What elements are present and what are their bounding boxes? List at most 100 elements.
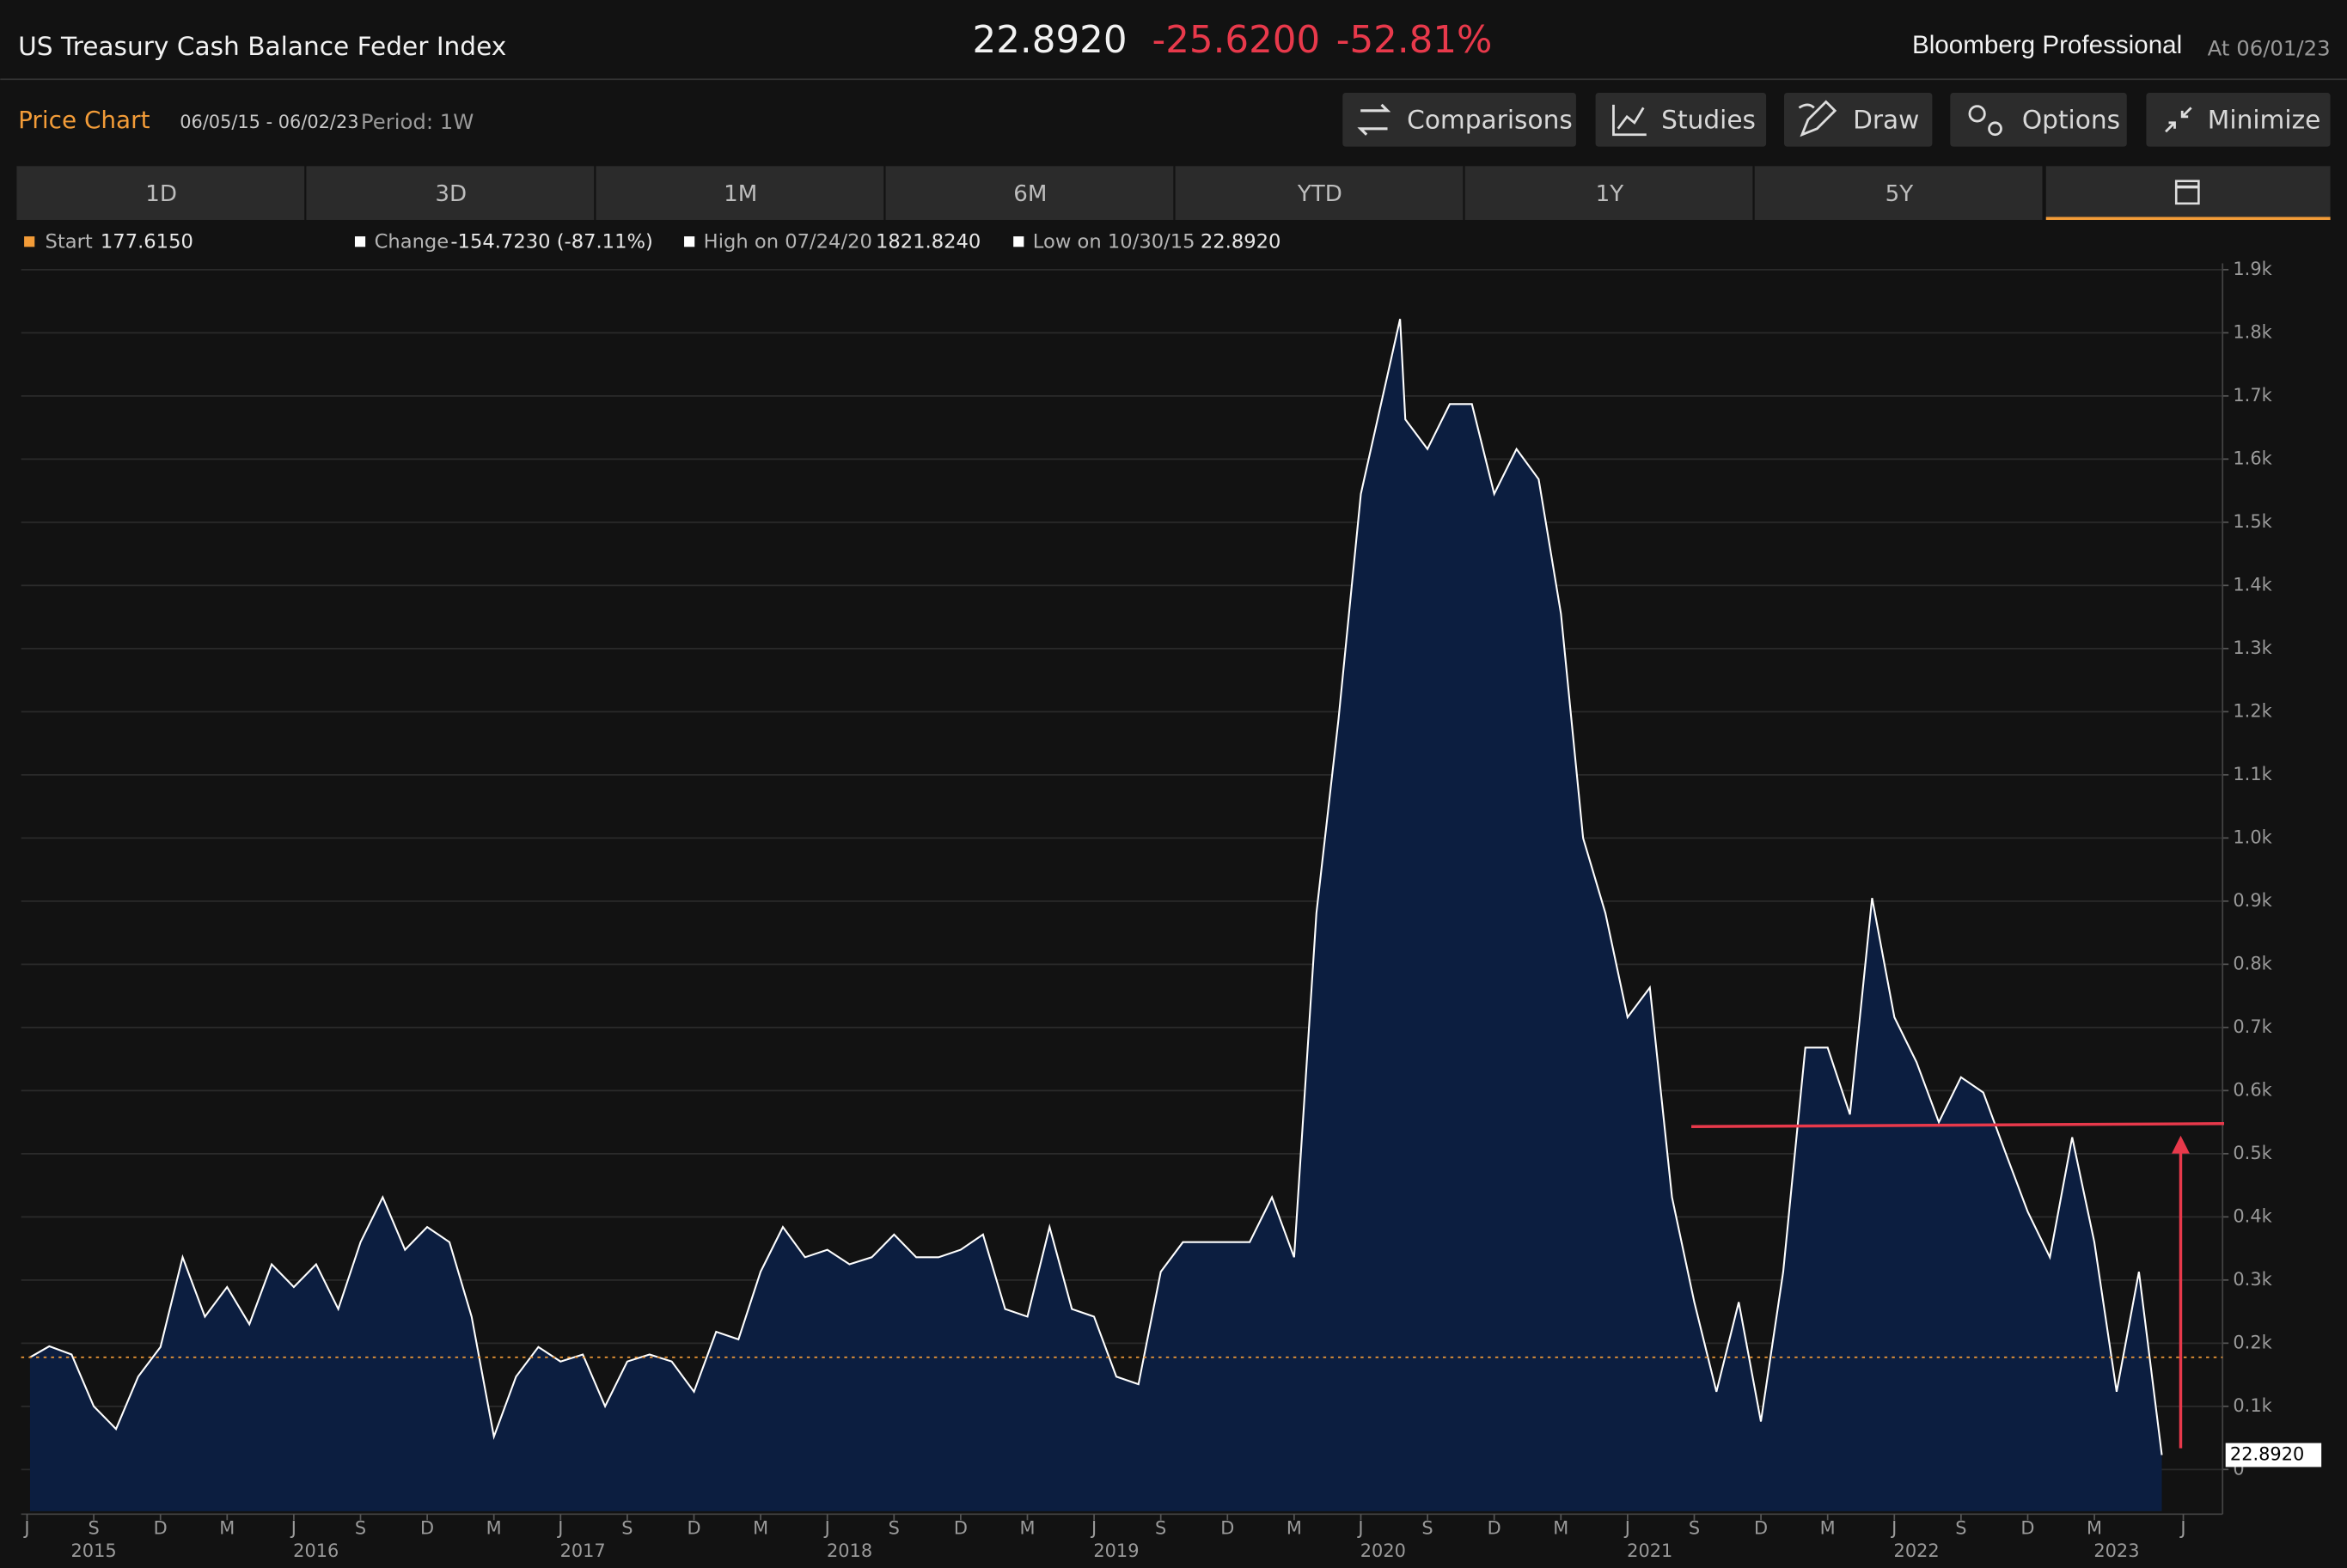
stat-label: Low on 10/30/15 <box>1033 231 1195 253</box>
toolbar-label: Price Chart <box>18 106 150 134</box>
tab[interactable] <box>2045 166 2331 220</box>
button[interactable]: Studies <box>1595 92 1767 147</box>
legend-swatch <box>1013 236 1024 247</box>
x-tick-label: M <box>219 1518 235 1539</box>
x-tick-label: D <box>1488 1518 1501 1539</box>
change: -25.6200 <box>1152 19 1321 62</box>
tab[interactable] <box>306 166 595 220</box>
y-tick-label: 1.5k <box>2233 511 2272 532</box>
x-tick-label: J <box>1890 1518 1897 1539</box>
price-tag-label: 22.8920 <box>2230 1443 2304 1464</box>
date-range[interactable]: 06/05/15 - 06/02/23 <box>180 112 358 132</box>
tab-label[interactable]: 5Y <box>1886 181 1914 207</box>
button-label[interactable]: Comparisons <box>1407 106 1573 135</box>
title: US Treasury Cash Balance Feder Index <box>18 32 506 61</box>
button[interactable]: Options <box>1950 92 2127 147</box>
x-tick-label: S <box>889 1518 900 1539</box>
annotation <box>1691 1122 2224 1449</box>
stat-label: High on 07/24/20 <box>704 231 872 253</box>
y-tick-label: 1.0k <box>2233 827 2272 847</box>
line <box>29 319 2163 1455</box>
tab[interactable] <box>16 166 305 220</box>
y-tick-label: 1.9k <box>2233 259 2272 279</box>
x-tick-label: D <box>420 1518 434 1539</box>
tab-label[interactable]: 1Y <box>1596 181 1624 207</box>
y-tick-label: 1.4k <box>2233 574 2272 595</box>
arrow-head <box>2172 1135 2190 1154</box>
year-label: 2023 <box>2093 1541 2139 1561</box>
button-label[interactable]: Draw <box>1853 106 1919 135</box>
year-label: 2018 <box>827 1541 872 1561</box>
x-tick-label: D <box>687 1518 700 1539</box>
tab[interactable] <box>1754 166 2043 220</box>
button-label[interactable]: Minimize <box>2208 106 2321 135</box>
x-tick-label: M <box>486 1518 502 1539</box>
year-label: 2017 <box>560 1541 606 1561</box>
x-tick-label: S <box>88 1518 99 1539</box>
stat-label: Change <box>375 231 449 253</box>
y-tick-label: 1.7k <box>2233 385 2272 406</box>
button[interactable]: Draw <box>1783 92 1933 147</box>
y-tick-label: 1.3k <box>2233 638 2272 658</box>
year-label: 2022 <box>1894 1541 1940 1561</box>
y-tick-label: 1.6k <box>2233 448 2272 468</box>
button[interactable]: Comparisons <box>1342 92 1576 147</box>
source: Bloomberg Professional <box>1912 31 2182 59</box>
x-tick-label: D <box>954 1518 968 1539</box>
year-label: 2021 <box>1627 1541 1672 1561</box>
stat-label: Start <box>45 231 92 253</box>
x-tick-label: J <box>1090 1518 1097 1539</box>
y-tick-label: 1.1k <box>2233 764 2272 784</box>
stat-value: 22.8920 <box>1201 231 1281 253</box>
tab[interactable] <box>596 166 884 220</box>
y-tick-label: 0.6k <box>2233 1079 2272 1100</box>
tab[interactable] <box>885 166 1174 220</box>
y-tick-label: 0.2k <box>2233 1332 2272 1352</box>
button-label[interactable]: Studies <box>1661 106 1756 135</box>
period[interactable]: Period: 1W <box>361 109 474 134</box>
x-tick-label: S <box>1155 1518 1166 1539</box>
button[interactable]: Minimize <box>2146 92 2331 147</box>
year-label: 2020 <box>1360 1541 1406 1561</box>
y-tick-label: 0.7k <box>2233 1016 2272 1037</box>
y-tick-label: 0.9k <box>2233 890 2272 911</box>
year-label: 2016 <box>293 1541 339 1561</box>
x-tick-label: D <box>154 1518 168 1539</box>
y-tick-label: 1.2k <box>2233 700 2272 721</box>
as-of: At 06/01/23 <box>2208 35 2331 60</box>
x-tick-label: M <box>1553 1518 1568 1539</box>
x-tick-label: M <box>1820 1518 1836 1539</box>
tab[interactable] <box>1464 166 1753 220</box>
area <box>29 319 2162 1511</box>
x-tick-label: J <box>823 1518 830 1539</box>
x-tick-label: S <box>1955 1518 1966 1539</box>
tab-label[interactable]: 1D <box>145 181 177 207</box>
x-tick-label: J <box>1356 1518 1363 1539</box>
x-tick-label: J <box>556 1518 563 1539</box>
x-tick-label: S <box>1689 1518 1700 1539</box>
x-tick-label: J <box>290 1518 296 1539</box>
tab-label[interactable]: 3D <box>435 181 467 207</box>
plot: 00.1k0.2k0.3k0.4k0.5k0.6k0.7k0.8k0.9k1.0… <box>21 259 2322 1561</box>
tab-label[interactable]: 6M <box>1013 181 1047 207</box>
button-label[interactable]: Options <box>2022 106 2120 135</box>
legend-swatch <box>684 236 695 247</box>
y-tick-label: 0.3k <box>2233 1269 2272 1290</box>
year-label: 2019 <box>1093 1541 1139 1561</box>
x-tick-label: M <box>1019 1518 1035 1539</box>
tab-label[interactable]: 1M <box>724 181 757 207</box>
y-tick-label: 0.4k <box>2233 1205 2272 1226</box>
x-tick-label: M <box>753 1518 768 1539</box>
stat-value: 177.6150 <box>101 231 193 253</box>
price-tag <box>2225 1443 2322 1467</box>
tab[interactable] <box>1175 166 1464 220</box>
year-label: 2015 <box>71 1541 117 1561</box>
tab-label[interactable]: YTD <box>1297 181 1342 207</box>
x-tick-label: M <box>1287 1518 1302 1539</box>
legend-swatch <box>354 236 366 247</box>
y-tick-label: 0.1k <box>2233 1395 2272 1416</box>
x-tick-label: M <box>2087 1518 2102 1539</box>
x-tick-label: S <box>355 1518 366 1539</box>
